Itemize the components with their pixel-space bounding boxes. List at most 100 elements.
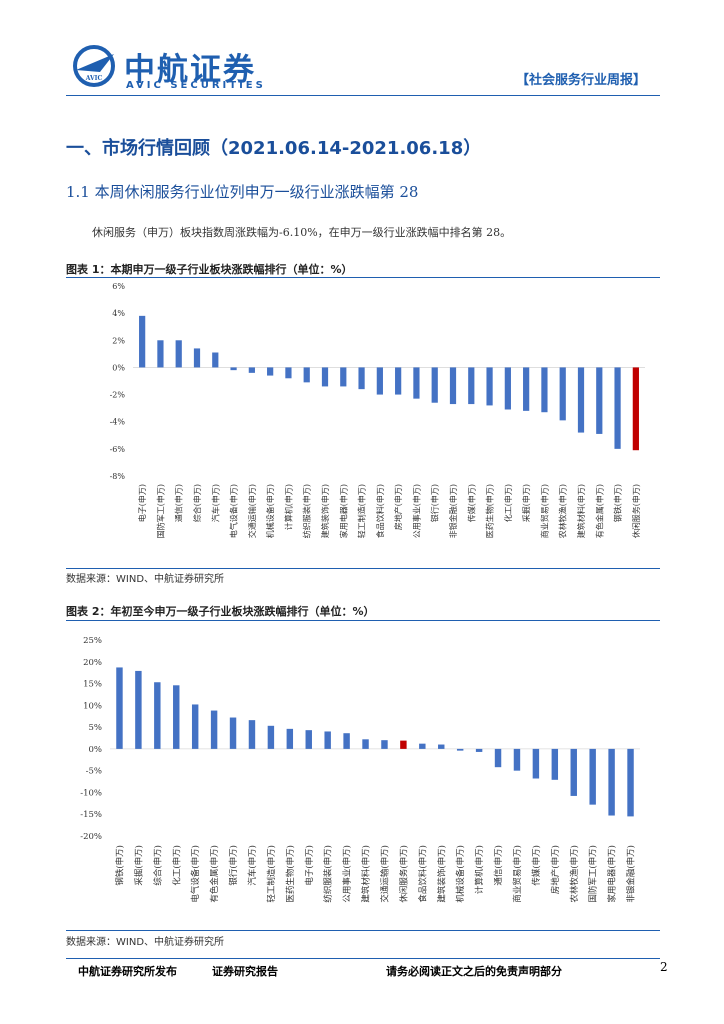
x-tick-label: 家用电器(申万) xyxy=(607,845,618,903)
bar xyxy=(513,748,521,771)
x-tick-label: 钢铁(申万) xyxy=(114,845,125,886)
x-tick-label: 有色金属(申万) xyxy=(594,484,604,538)
x-tick-label: 商业贸易(申万) xyxy=(539,484,549,538)
bar xyxy=(400,740,407,749)
x-tick-label: 建筑材料(申万) xyxy=(576,484,586,538)
x-tick-label: 食品饮料(申万) xyxy=(375,484,385,538)
caption-rule xyxy=(66,620,660,621)
paragraph: 休闲服务（申万）板块指数周涨跌幅为-6.10%，在申万一级行业涨跌幅中排名第 2… xyxy=(92,226,512,239)
footer-rule xyxy=(66,958,660,959)
x-tick-label: 计算机(申万) xyxy=(283,484,293,530)
x-tick-label: 医药生物(申万) xyxy=(485,484,495,538)
x-tick-label: 房地产(申万) xyxy=(550,845,561,894)
bar xyxy=(321,367,329,387)
y-tick-label: -20% xyxy=(80,832,102,842)
x-tick-label: 机械设备(申万) xyxy=(455,845,466,903)
bar xyxy=(468,367,475,405)
caption-rule xyxy=(66,277,660,278)
bar xyxy=(608,748,615,816)
x-tick-label: 汽车(申万) xyxy=(247,845,258,886)
bar xyxy=(438,744,445,749)
footer-publisher: 中航证券研究所发布 xyxy=(78,965,177,978)
logo-name: 中航证券 xyxy=(124,52,256,88)
x-tick-label: 纺织服装(申万) xyxy=(323,845,334,903)
x-tick-label: 非银金融(申万) xyxy=(626,845,637,903)
y-tick-label: 25% xyxy=(83,636,102,646)
x-tick-label: 建筑装饰(申万) xyxy=(320,484,330,538)
x-tick-label: 化工(申万) xyxy=(503,484,513,522)
x-tick-label: 综合(申万) xyxy=(192,484,202,522)
bar xyxy=(570,748,577,796)
footer-report: 证券研究报告 xyxy=(212,965,278,978)
x-tick-label: 医药生物(申万) xyxy=(285,845,296,903)
bar xyxy=(135,670,142,749)
bar xyxy=(212,352,219,368)
y-tick-label: 2% xyxy=(112,336,125,345)
bar xyxy=(248,367,255,373)
heading: 一、市场行情回顾（2021.06.14-2021.06.18） xyxy=(66,138,482,159)
bar xyxy=(627,748,634,817)
source-rule xyxy=(66,568,660,569)
x-tick-label: 建筑材料(申万) xyxy=(361,845,372,903)
bar xyxy=(431,367,438,403)
x-tick-label: 化工(申万) xyxy=(171,845,182,886)
bar xyxy=(248,720,256,749)
bar xyxy=(362,739,369,749)
bar xyxy=(456,748,464,751)
chart-caption: 图表 1：本期申万一级子行业板块涨跌幅排行（单位：%） xyxy=(66,263,353,276)
x-tick-label: 有色金属(申万) xyxy=(209,845,220,903)
bar xyxy=(532,748,540,779)
y-tick-label: -10% xyxy=(80,788,102,798)
logo-badge: AVIC xyxy=(85,75,103,82)
x-tick-label: 计算机(申万) xyxy=(474,845,485,894)
y-tick-label: 4% xyxy=(112,309,125,318)
y-tick-label: 5% xyxy=(89,723,103,733)
x-tick-label: 交通运输(申万) xyxy=(379,845,390,903)
x-tick-label: 农林牧渔(申万) xyxy=(558,484,568,538)
y-tick-label: 10% xyxy=(83,701,102,711)
x-tick-label: 电气设备(申万) xyxy=(190,845,201,903)
page-number: 2 xyxy=(660,960,668,974)
bar xyxy=(116,667,123,749)
x-tick-label: 交通运输(申万) xyxy=(247,484,257,538)
bar xyxy=(229,717,237,749)
y-tick-label: 15% xyxy=(83,680,102,690)
bar xyxy=(381,740,388,749)
x-tick-label: 公用事业(申万) xyxy=(342,845,353,903)
y-tick-label: 20% xyxy=(83,658,102,668)
bar xyxy=(614,367,621,449)
bar xyxy=(486,367,493,406)
source-rule xyxy=(66,930,660,931)
bar xyxy=(413,367,420,399)
bar xyxy=(193,348,201,368)
bar xyxy=(358,367,365,390)
bar xyxy=(632,367,639,451)
bar xyxy=(343,733,350,749)
bar xyxy=(541,367,548,413)
header-rule xyxy=(66,95,660,96)
bar xyxy=(175,340,182,368)
x-tick-label: 休闲服务(申万) xyxy=(398,845,409,903)
bar xyxy=(303,367,310,383)
bar xyxy=(449,367,457,405)
logo-icon: AVIC xyxy=(73,45,115,87)
y-tick-label: -2% xyxy=(110,391,126,400)
chart-source: 数据来源：WIND、中航证券研究所 xyxy=(66,937,225,948)
bar xyxy=(504,367,511,410)
bar xyxy=(324,731,331,749)
x-tick-label: 电子(申万) xyxy=(304,845,315,886)
bar xyxy=(173,685,180,749)
x-tick-label: 非银金融(申万) xyxy=(448,484,458,538)
y-tick-label: -8% xyxy=(110,472,126,481)
subheading: 1.1 本周休闲服务行业位列申万一级行业涨跌幅第 28 xyxy=(66,183,419,201)
bar xyxy=(376,367,383,395)
x-tick-label: 建筑装饰(申万) xyxy=(436,845,447,903)
x-tick-label: 电子(申万) xyxy=(137,484,147,522)
x-tick-label: 纺织服装(申万) xyxy=(302,484,312,538)
y-tick-label: 0% xyxy=(112,363,125,372)
bar xyxy=(551,748,559,780)
x-tick-label: 家用电器(申万) xyxy=(338,484,348,538)
bar xyxy=(340,367,347,387)
bar xyxy=(267,367,274,376)
bar xyxy=(523,367,530,411)
